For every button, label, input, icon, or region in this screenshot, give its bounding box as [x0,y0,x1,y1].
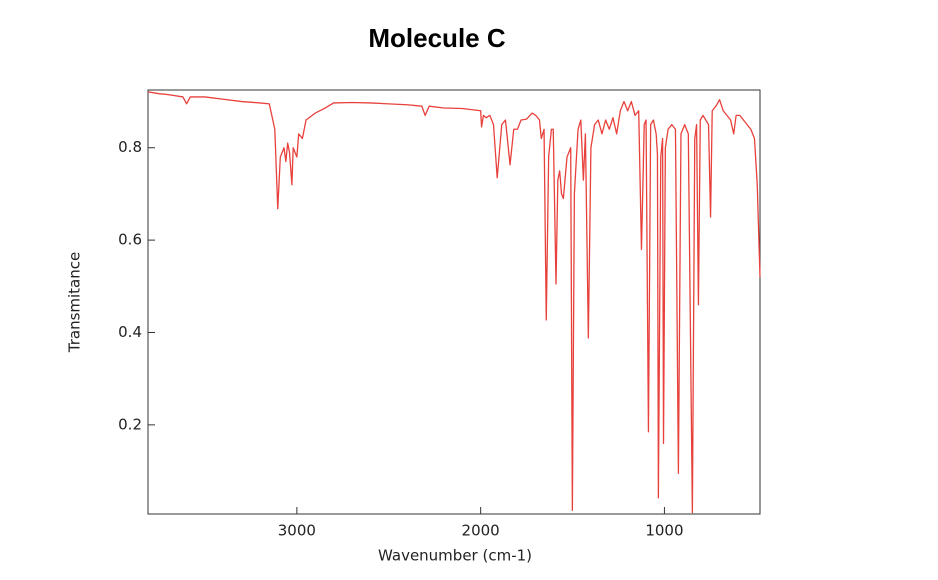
y-tick-label: 0.4 [118,323,142,341]
x-axis-label: Wavenumber (cm-1) [378,547,532,565]
plot-frame [147,89,761,515]
x-tick-label: 1000 [645,522,683,540]
y-tick-label: 0.8 [118,138,142,156]
y-tick-label: 0.6 [118,231,142,249]
x-tick-label: 2000 [462,522,500,540]
spectrum-line [147,91,761,514]
x-tick-label: 3000 [278,522,316,540]
chart-title: Molecule C [368,23,505,53]
y-tick-label: 0.2 [118,415,142,433]
y-axis-label: Transmitance [66,252,84,353]
